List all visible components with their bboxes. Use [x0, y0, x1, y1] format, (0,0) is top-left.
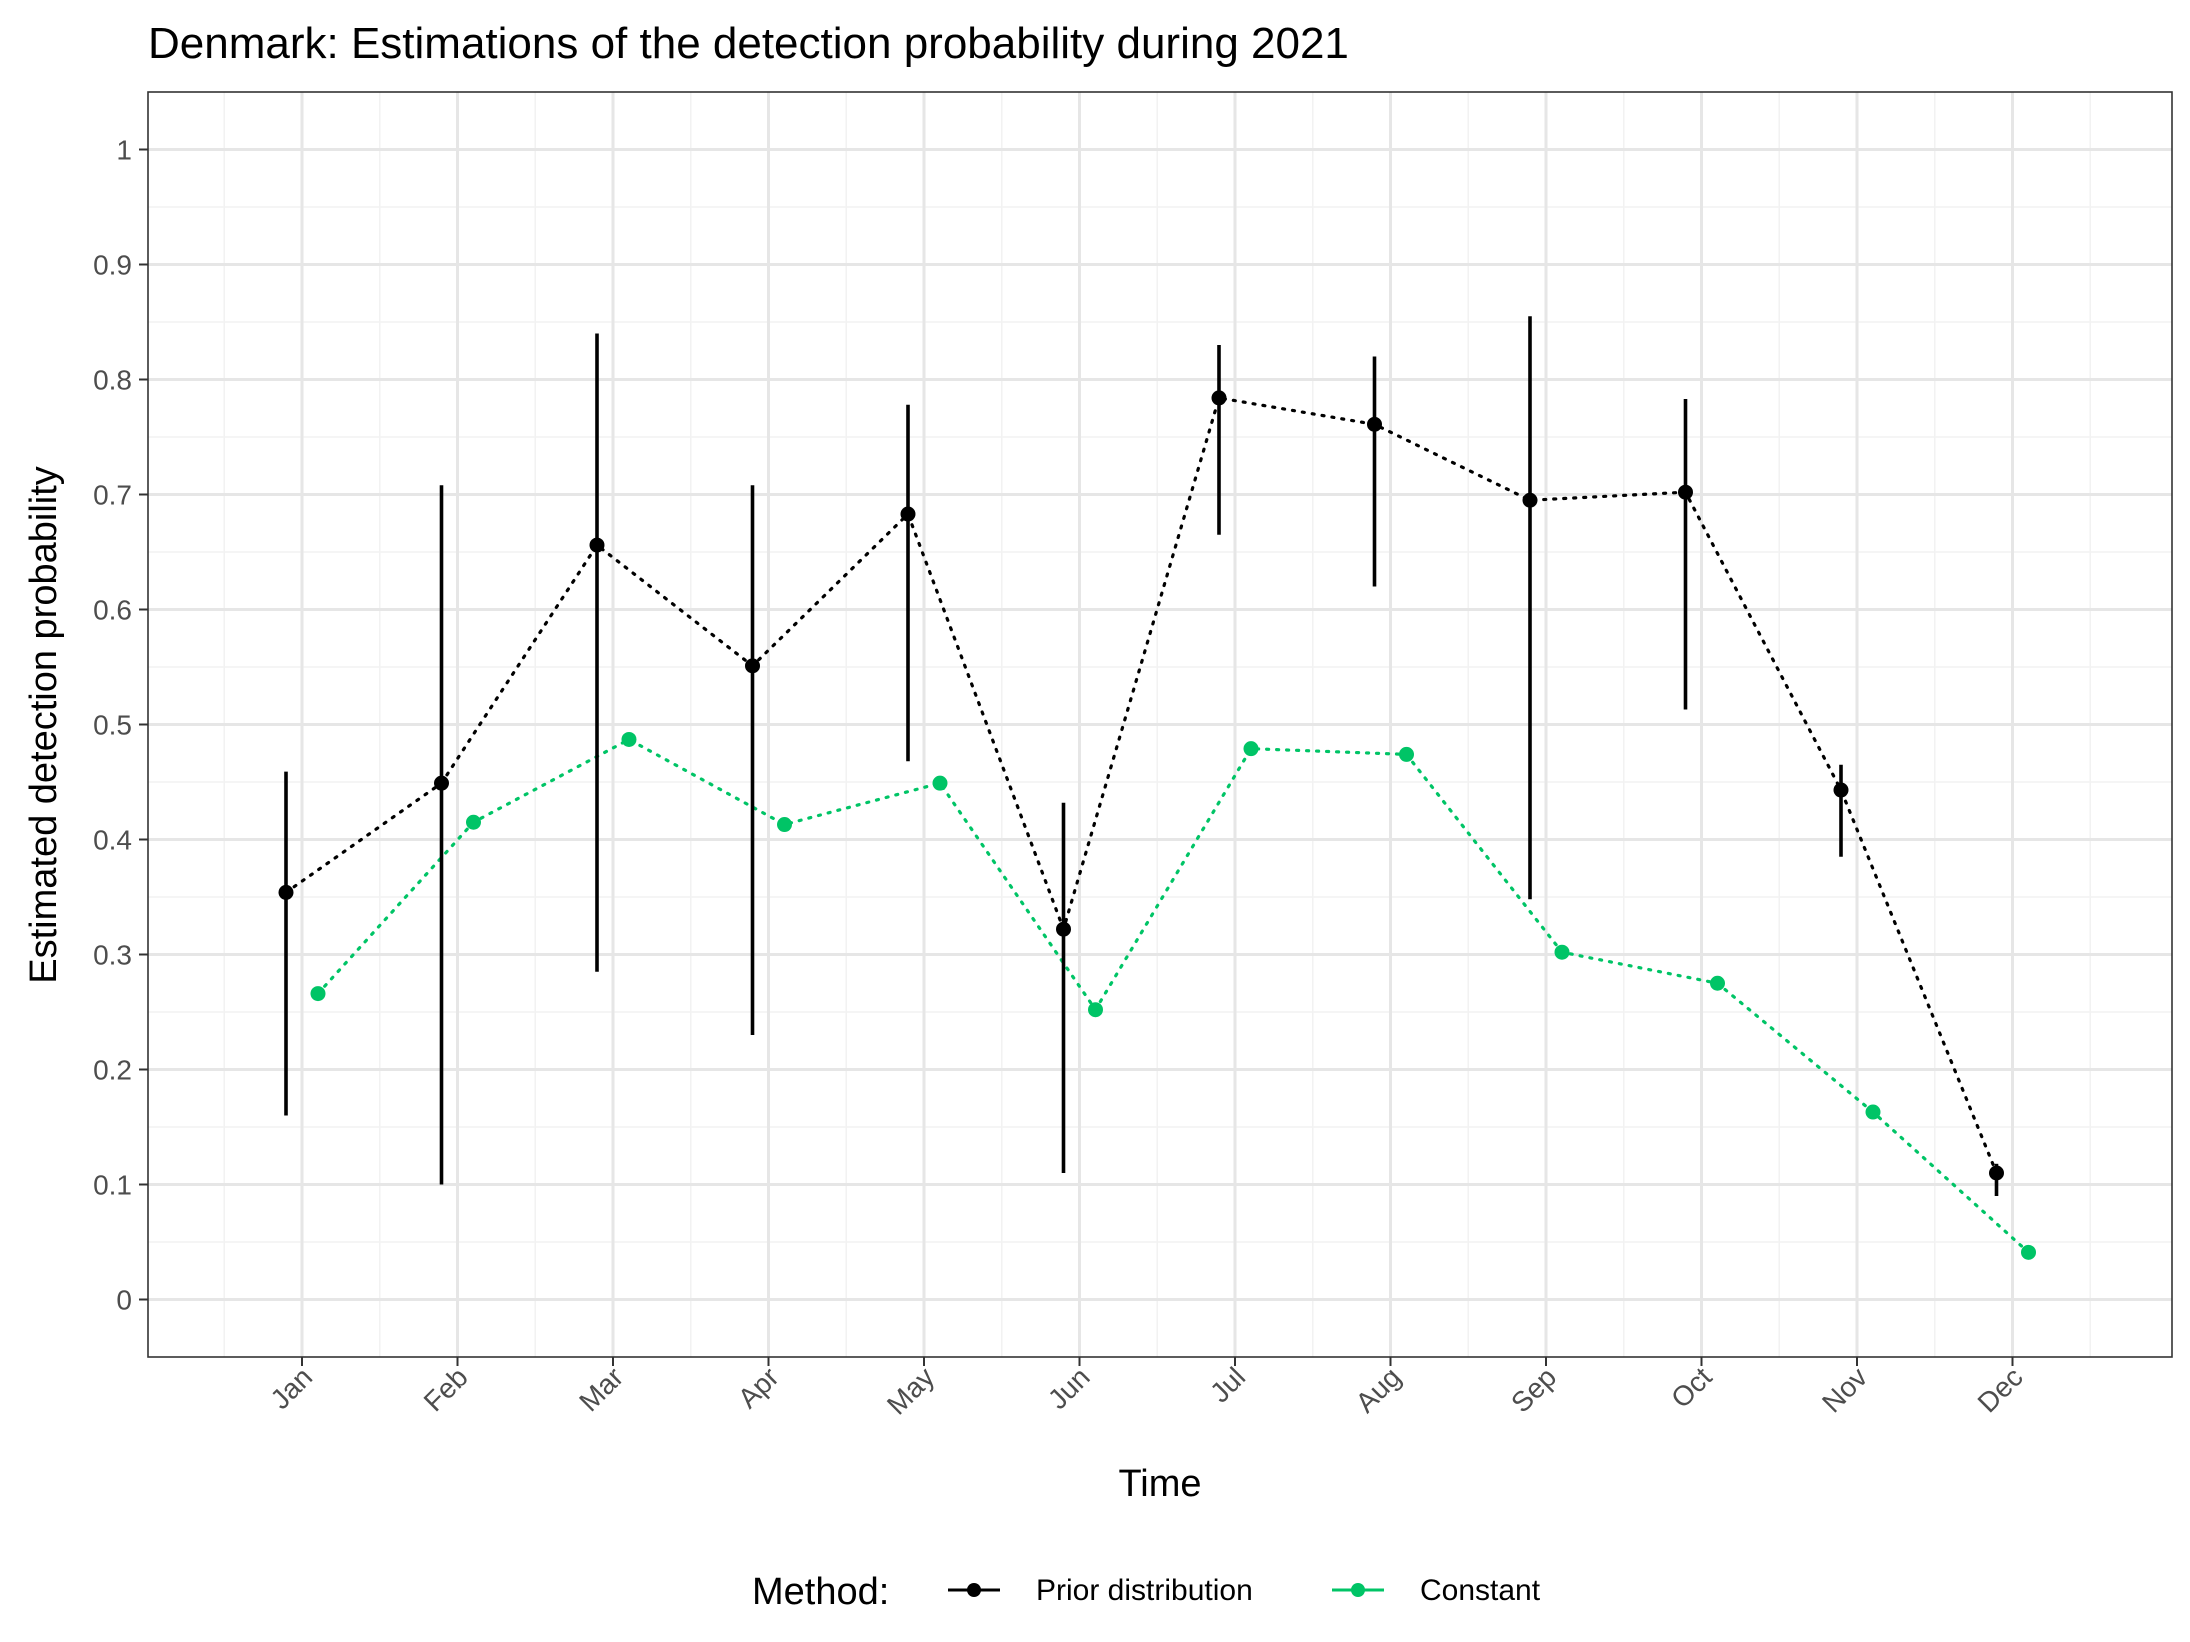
x-tick-label: Dec: [1972, 1361, 2029, 1418]
series-constant: [310, 731, 2036, 1260]
x-tick-label: Feb: [418, 1361, 474, 1417]
legend-key-constant-point: [1351, 1583, 1365, 1597]
y-tick-label: 0.7: [93, 480, 132, 511]
data-point: [745, 658, 760, 674]
data-point: [1678, 484, 1693, 500]
y-axis-title: Estimated detection probability: [23, 466, 65, 984]
data-point: [1554, 944, 1570, 960]
data-point: [1211, 390, 1227, 406]
x-tick-label: Apr: [732, 1361, 785, 1414]
y-tick-label: 0.5: [93, 710, 132, 741]
legend-label-prior: Prior distribution: [1036, 1574, 1253, 1607]
data-point: [1989, 1165, 2004, 1181]
y-tick-label: 0.1: [93, 1170, 132, 1201]
data-point: [900, 506, 916, 522]
series-line: [316, 737, 2031, 1254]
data-point: [434, 775, 449, 791]
y-tick-label: 1: [116, 135, 132, 166]
data-point: [1399, 746, 1414, 762]
x-tick-label: Nov: [1816, 1361, 1873, 1418]
y-tick-label: 0.4: [93, 825, 132, 856]
data-point: [1243, 741, 1259, 757]
legend-label-constant: Constant: [1420, 1574, 1541, 1607]
data-point: [1056, 921, 1071, 937]
legend-key-prior-point: [967, 1583, 981, 1597]
data-point: [2021, 1244, 2036, 1260]
data-point: [932, 775, 948, 791]
x-tick-label: Jul: [1204, 1361, 1251, 1408]
data-point: [1710, 975, 1725, 991]
data-point: [1833, 782, 1849, 798]
data-point: [310, 986, 326, 1002]
y-tick-label: 0.6: [93, 595, 132, 626]
data-point: [1367, 416, 1382, 432]
x-tick-label: Jun: [1042, 1361, 1096, 1415]
axis-ticks: 0 0.1 0.2 0.3 0.4 0.5 0.6 0.7 0.8 0.9 1 Jan Feb Mar Ap…: [93, 135, 2029, 1421]
data-point: [621, 731, 637, 747]
series-line: [284, 396, 1999, 1175]
x-tick-label: Jan: [264, 1361, 318, 1415]
y-tick-label: 0: [116, 1285, 132, 1316]
legend: Method: Prior distribution Constant: [752, 1571, 1541, 1613]
y-tick-label: 0.8: [93, 365, 132, 396]
x-tick-label: May: [881, 1361, 940, 1420]
plot-panel-border: [147, 91, 2173, 1358]
data-point: [466, 814, 481, 830]
data-point: [1088, 1002, 1103, 1018]
y-tick-label: 0.9: [93, 250, 132, 281]
grid: [148, 92, 2172, 1357]
legend-title: Method:: [752, 1571, 889, 1613]
data-point: [589, 537, 605, 553]
chart-title: Denmark: Estimations of the detection pr…: [148, 19, 1349, 68]
data-point: [777, 817, 792, 833]
data-point: [278, 884, 294, 900]
x-tick-label: Aug: [1350, 1361, 1407, 1418]
x-tick-label: Mar: [573, 1361, 629, 1417]
y-tick-label: 0.2: [93, 1055, 132, 1086]
data-point: [1865, 1104, 1881, 1120]
x-axis-title: Time: [1118, 1463, 1201, 1505]
y-tick-label: 0.3: [93, 940, 132, 971]
x-tick-label: Sep: [1505, 1361, 1562, 1418]
series-prior-distribution: [278, 316, 2004, 1196]
x-tick-label: Oct: [1665, 1361, 1718, 1414]
data-point: [1522, 492, 1538, 508]
